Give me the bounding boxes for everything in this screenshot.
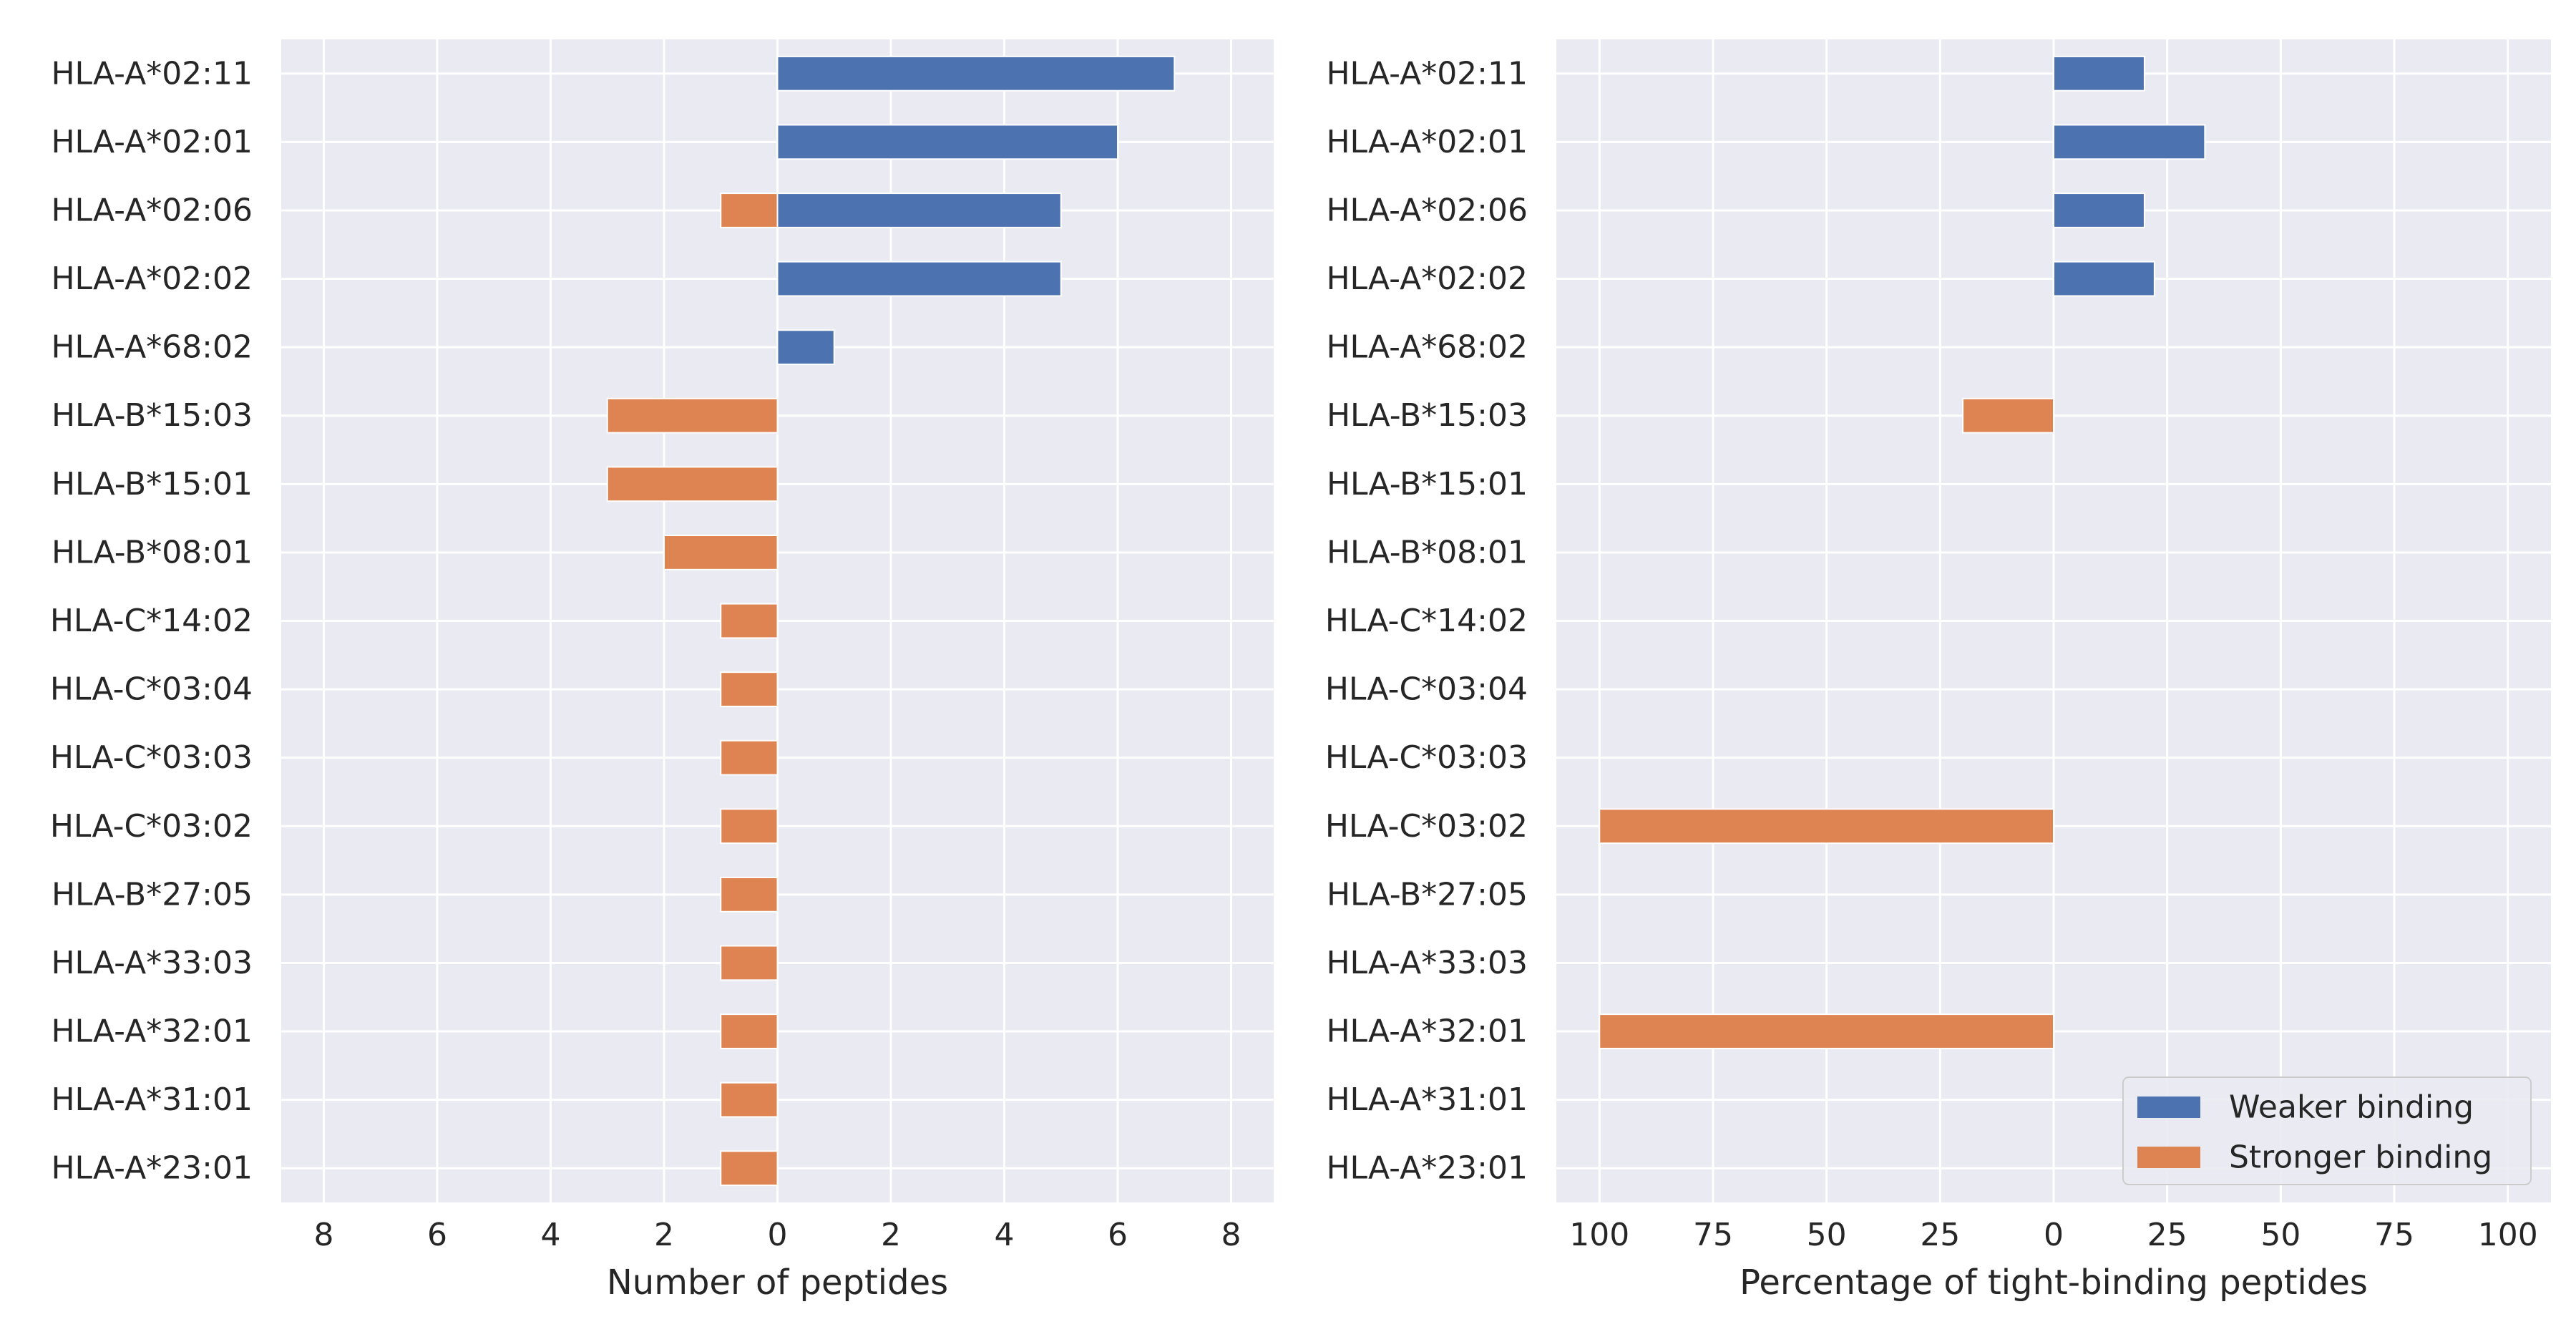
bar-weaker-HLA-A*68:02 bbox=[776, 329, 835, 366]
bar-weaker-HLA-A*02:01 bbox=[776, 124, 1119, 160]
x-tick-label: 75 bbox=[2374, 1217, 2414, 1253]
bar-stronger-HLA-C*03:03 bbox=[720, 739, 779, 776]
y-tick-label: HLA-B*15:03 bbox=[52, 397, 253, 434]
y-tick-label: HLA-A*33:03 bbox=[51, 945, 253, 981]
y-tick-label: HLA-C*03:03 bbox=[1325, 739, 1528, 776]
bar-weaker-HLA-A*02:02 bbox=[2053, 261, 2155, 297]
y-tick-label: HLA-A*02:02 bbox=[51, 261, 253, 297]
y-tick-label: HLA-A*02:01 bbox=[1326, 124, 1528, 160]
x-tick-label: 25 bbox=[1920, 1217, 1960, 1253]
y-tick-label: HLA-C*14:02 bbox=[50, 603, 253, 639]
x-tick-label: 6 bbox=[1108, 1217, 1128, 1253]
y-tick-label: HLA-A*02:11 bbox=[51, 55, 253, 92]
y-tick-label: HLA-A*23:01 bbox=[51, 1150, 253, 1187]
y-tick-label: HLA-C*03:04 bbox=[1325, 671, 1528, 708]
y-tick-label: HLA-A*02:06 bbox=[51, 192, 253, 228]
legend-swatch bbox=[2137, 1097, 2200, 1118]
y-tick-label: HLA-A*68:02 bbox=[1326, 329, 1528, 366]
y-tick-label: HLA-C*03:02 bbox=[1325, 808, 1528, 845]
x-tick-label: 0 bbox=[2044, 1217, 2064, 1253]
bar-stronger-HLA-C*14:02 bbox=[720, 603, 779, 639]
x-axis-label: Number of peptides bbox=[607, 1263, 948, 1303]
bar-stronger-HLA-A*32:01 bbox=[1599, 1013, 2055, 1049]
y-tick-label: HLA-B*15:03 bbox=[1327, 397, 1528, 434]
legend-swatch bbox=[2137, 1147, 2200, 1168]
y-tick-label: HLA-C*03:04 bbox=[50, 671, 253, 708]
bar-stronger-HLA-B*27:05 bbox=[720, 876, 779, 913]
bar-weaker-HLA-A*02:01 bbox=[2053, 124, 2206, 160]
y-tick-label: HLA-B*15:01 bbox=[52, 466, 253, 502]
y-tick-label: HLA-A*31:01 bbox=[1326, 1081, 1528, 1118]
y-tick-label: HLA-B*27:05 bbox=[52, 876, 253, 913]
bar-weaker-HLA-A*02:11 bbox=[776, 55, 1176, 92]
chart-left-number-of-peptides: HLA-A*02:11 HLA-A*02:01 HLA-A*02:06 HLA-A*0… bbox=[50, 39, 1274, 1303]
bar-stronger-HLA-B*15:03 bbox=[606, 397, 779, 434]
y-tick-label: HLA-B*08:01 bbox=[1327, 534, 1528, 570]
bar-stronger-HLA-A*02:06 bbox=[720, 193, 779, 228]
y-tick-label: HLA-B*15:01 bbox=[1327, 466, 1528, 502]
y-tick-label: HLA-A*02:02 bbox=[1326, 261, 1528, 297]
x-tick-label: 6 bbox=[427, 1217, 447, 1253]
y-tick-label: HLA-B*27:05 bbox=[1327, 876, 1528, 913]
x-tick-label: 2 bbox=[654, 1217, 674, 1253]
y-tick-label: HLA-A*23:01 bbox=[1326, 1150, 1528, 1187]
x-tick-label: 8 bbox=[1221, 1217, 1241, 1253]
x-tick-label: 100 bbox=[1569, 1217, 1629, 1253]
bar-weaker-HLA-A*02:06 bbox=[776, 193, 1062, 228]
y-tick-label: HLA-A*32:01 bbox=[51, 1013, 253, 1050]
x-tick-label: 4 bbox=[995, 1217, 1015, 1253]
bar-stronger-HLA-C*03:04 bbox=[720, 671, 779, 707]
bar-stronger-HLA-B*15:03 bbox=[1962, 397, 2054, 434]
x-tick-label: 25 bbox=[2147, 1217, 2187, 1253]
x-tick-label: 75 bbox=[1693, 1217, 1733, 1253]
legend-label: Weaker binding bbox=[2229, 1089, 2474, 1126]
bar-stronger-HLA-A*32:01 bbox=[720, 1013, 779, 1049]
y-tick-label: HLA-A*02:01 bbox=[51, 124, 253, 160]
bar-stronger-HLA-C*03:02 bbox=[720, 808, 779, 845]
bar-weaker-HLA-A*02:02 bbox=[776, 261, 1062, 297]
bar-weaker-HLA-A*02:06 bbox=[2053, 193, 2145, 228]
y-tick-label: HLA-A*31:01 bbox=[51, 1081, 253, 1118]
bar-stronger-HLA-A*31:01 bbox=[720, 1081, 779, 1118]
y-tick-label: HLA-A*68:02 bbox=[51, 329, 253, 366]
y-tick-label: HLA-A*02:11 bbox=[1326, 55, 1528, 92]
y-tick-label: HLA-A*32:01 bbox=[1326, 1013, 1528, 1050]
y-tick-label: HLA-B*08:01 bbox=[52, 534, 253, 570]
x-tick-label: 50 bbox=[2260, 1217, 2301, 1253]
bar-weaker-HLA-A*02:11 bbox=[2053, 55, 2145, 92]
bar-stronger-HLA-B*08:01 bbox=[663, 535, 779, 570]
x-tick-label: 4 bbox=[540, 1217, 560, 1253]
x-tick-label: 50 bbox=[1807, 1217, 1847, 1253]
chart-right-percentage-tight-binding: HLA-A*02:11 HLA-A*02:01 HLA-A*02:06 HLA-A*0… bbox=[1325, 39, 2551, 1303]
x-tick-label: 0 bbox=[768, 1217, 788, 1253]
y-tick-label: HLA-C*03:03 bbox=[50, 739, 253, 776]
x-tick-label: 2 bbox=[881, 1217, 901, 1253]
x-tick-label: 100 bbox=[2478, 1217, 2538, 1253]
y-tick-label: HLA-A*02:06 bbox=[1326, 192, 1528, 228]
x-axis-label: Percentage of tight-binding peptides bbox=[1740, 1263, 2368, 1303]
y-tick-label: HLA-C*14:02 bbox=[1325, 603, 1528, 639]
legend: Weaker binding Stronger binding bbox=[2122, 1076, 2532, 1185]
bar-stronger-HLA-C*03:02 bbox=[1599, 808, 2055, 845]
bar-stronger-HLA-A*33:03 bbox=[720, 945, 779, 981]
y-tick-label: HLA-A*33:03 bbox=[1326, 945, 1528, 981]
legend-frame bbox=[2122, 1076, 2532, 1185]
bar-stronger-HLA-A*23:01 bbox=[720, 1150, 779, 1187]
bar-stronger-HLA-B*15:01 bbox=[606, 466, 779, 502]
x-tick-label: 8 bbox=[313, 1217, 333, 1253]
legend-label: Stronger binding bbox=[2229, 1139, 2492, 1176]
y-tick-label: HLA-C*03:02 bbox=[50, 808, 253, 845]
